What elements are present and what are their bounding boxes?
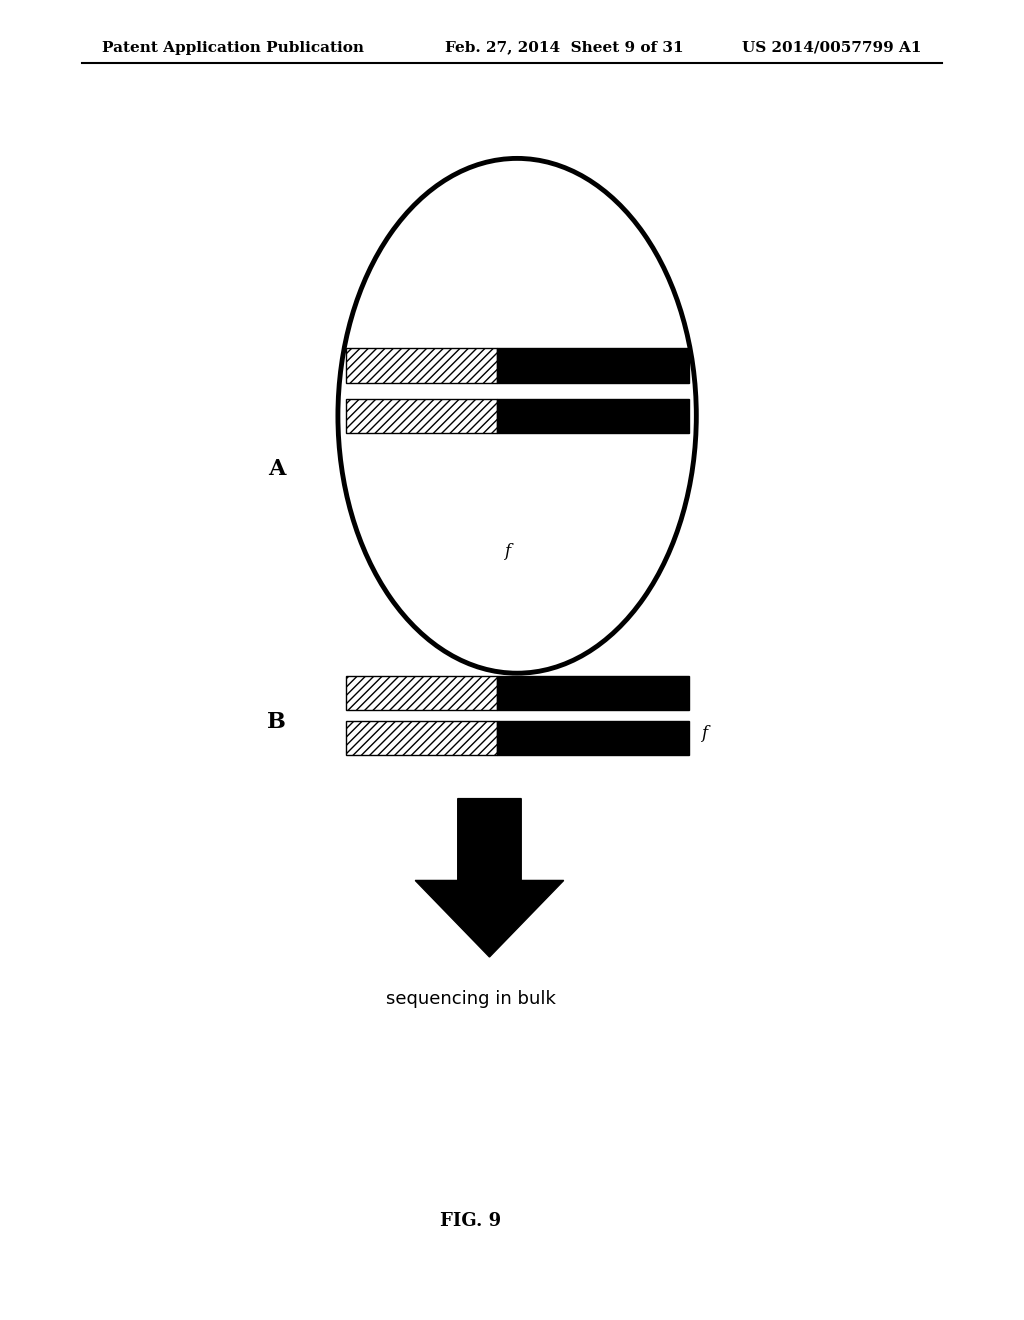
Bar [497,721,689,755]
Text: Feb. 27, 2014  Sheet 9 of 31: Feb. 27, 2014 Sheet 9 of 31 [445,41,684,54]
Polygon shape [416,799,563,957]
Bar [497,399,689,433]
Text: f: f [504,544,510,560]
Bar [497,676,689,710]
Text: f: f [701,726,708,742]
Bar [346,676,497,710]
Text: Patent Application Publication: Patent Application Publication [102,41,365,54]
Bar [346,348,497,383]
Bar [346,399,497,433]
Text: sequencing in bulk: sequencing in bulk [386,990,556,1008]
Text: FIG. 9: FIG. 9 [440,1212,502,1230]
Text: A: A [268,458,285,479]
Bar [346,721,497,755]
Text: US 2014/0057799 A1: US 2014/0057799 A1 [742,41,922,54]
Bar [497,348,689,383]
Text: B: B [267,711,286,733]
